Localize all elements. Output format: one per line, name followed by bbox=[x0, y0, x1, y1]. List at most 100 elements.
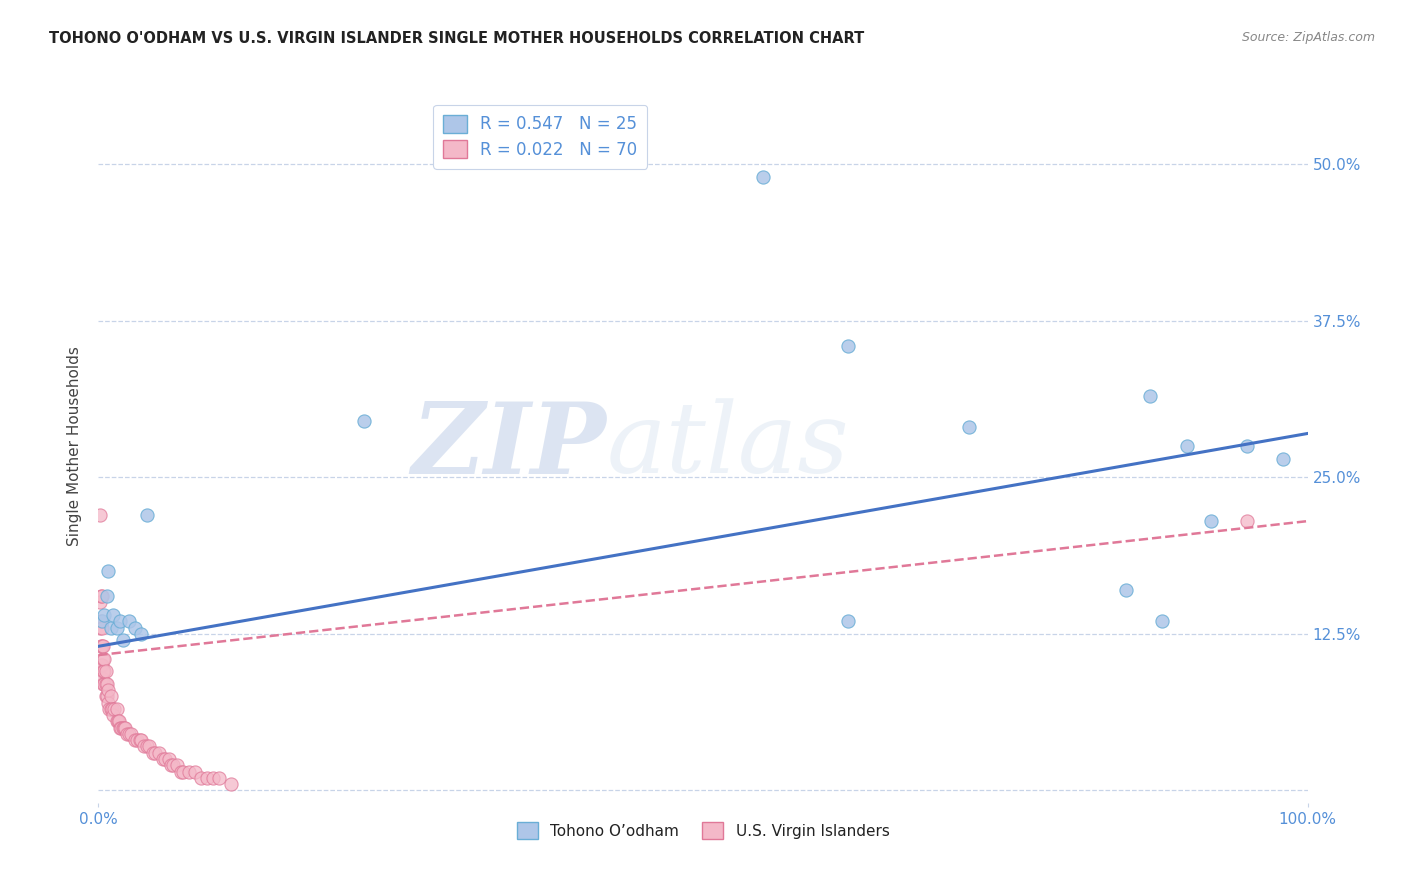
Point bbox=[94, 665, 117, 679]
Point bbox=[91, 652, 114, 666]
Point bbox=[107, 714, 129, 729]
Point bbox=[90, 658, 112, 673]
Point bbox=[98, 702, 121, 716]
Point bbox=[91, 621, 114, 635]
Point bbox=[127, 733, 149, 747]
Point bbox=[89, 508, 111, 522]
Text: Source: ZipAtlas.com: Source: ZipAtlas.com bbox=[1241, 31, 1375, 45]
Point bbox=[195, 771, 218, 785]
Point bbox=[108, 721, 131, 735]
Point bbox=[221, 777, 243, 791]
Point bbox=[202, 771, 225, 785]
Point bbox=[91, 589, 114, 603]
Point bbox=[837, 339, 859, 353]
Point bbox=[91, 677, 114, 691]
Point bbox=[148, 746, 170, 760]
Point bbox=[101, 607, 124, 622]
Text: atlas: atlas bbox=[606, 399, 849, 493]
Point bbox=[1152, 614, 1174, 628]
Point bbox=[120, 727, 142, 741]
Legend: Tohono O’odham, U.S. Virgin Islanders: Tohono O’odham, U.S. Virgin Islanders bbox=[510, 816, 896, 845]
Point bbox=[91, 658, 114, 673]
Point bbox=[91, 640, 114, 654]
Point bbox=[93, 665, 115, 679]
Point bbox=[93, 652, 115, 666]
Text: TOHONO O'ODHAM VS U.S. VIRGIN ISLANDER SINGLE MOTHER HOUSEHOLDS CORRELATION CHAR: TOHONO O'ODHAM VS U.S. VIRGIN ISLANDER S… bbox=[49, 31, 865, 46]
Point bbox=[752, 169, 775, 184]
Point bbox=[179, 764, 201, 779]
Point bbox=[142, 746, 165, 760]
Point bbox=[91, 640, 114, 654]
Point bbox=[91, 671, 114, 685]
Point bbox=[1272, 451, 1295, 466]
Point bbox=[103, 702, 125, 716]
Point bbox=[353, 414, 375, 428]
Point bbox=[129, 627, 152, 641]
Point bbox=[128, 733, 150, 747]
Point bbox=[157, 752, 180, 766]
Point bbox=[108, 614, 131, 628]
Point bbox=[152, 752, 174, 766]
Point bbox=[91, 665, 114, 679]
Point bbox=[124, 733, 146, 747]
Point bbox=[1236, 439, 1258, 453]
Point bbox=[97, 683, 120, 698]
Point bbox=[1139, 389, 1161, 403]
Point bbox=[101, 708, 124, 723]
Point bbox=[93, 677, 115, 691]
Point bbox=[1199, 514, 1222, 528]
Point bbox=[94, 690, 117, 704]
Point bbox=[93, 607, 115, 622]
Point bbox=[96, 589, 118, 603]
Point bbox=[118, 614, 141, 628]
Point bbox=[143, 746, 166, 760]
Point bbox=[184, 764, 207, 779]
Point bbox=[153, 752, 176, 766]
Point bbox=[100, 702, 122, 716]
Point bbox=[96, 690, 118, 704]
Text: ZIP: ZIP bbox=[412, 398, 606, 494]
Point bbox=[129, 733, 152, 747]
Point bbox=[110, 721, 132, 735]
Point bbox=[105, 702, 128, 716]
Point bbox=[105, 714, 128, 729]
Point bbox=[138, 739, 160, 754]
Point bbox=[96, 677, 118, 691]
Point bbox=[190, 771, 212, 785]
Point bbox=[1175, 439, 1198, 453]
Point bbox=[172, 764, 194, 779]
Point bbox=[90, 614, 112, 628]
Point bbox=[91, 614, 114, 628]
Point bbox=[162, 758, 184, 772]
Point bbox=[94, 677, 117, 691]
Point bbox=[837, 614, 859, 628]
Point bbox=[97, 696, 120, 710]
Point bbox=[135, 739, 157, 754]
Point bbox=[90, 640, 112, 654]
Point bbox=[105, 621, 128, 635]
Point bbox=[100, 621, 122, 635]
Point bbox=[112, 721, 135, 735]
Point bbox=[114, 721, 136, 735]
Point bbox=[134, 739, 156, 754]
Point bbox=[89, 595, 111, 609]
Point bbox=[118, 727, 141, 741]
Point bbox=[100, 702, 122, 716]
Point bbox=[90, 589, 112, 603]
Y-axis label: Single Mother Households: Single Mother Households bbox=[67, 346, 83, 546]
Point bbox=[111, 721, 134, 735]
Point bbox=[89, 621, 111, 635]
Point bbox=[117, 727, 139, 741]
Point bbox=[111, 633, 134, 648]
Point bbox=[160, 758, 183, 772]
Point bbox=[169, 764, 191, 779]
Point bbox=[108, 714, 131, 729]
Point bbox=[135, 508, 157, 522]
Point bbox=[957, 420, 980, 434]
Point bbox=[1236, 514, 1258, 528]
Point bbox=[1115, 582, 1137, 597]
Point bbox=[208, 771, 231, 785]
Point bbox=[97, 564, 120, 578]
Point bbox=[124, 621, 146, 635]
Point bbox=[166, 758, 188, 772]
